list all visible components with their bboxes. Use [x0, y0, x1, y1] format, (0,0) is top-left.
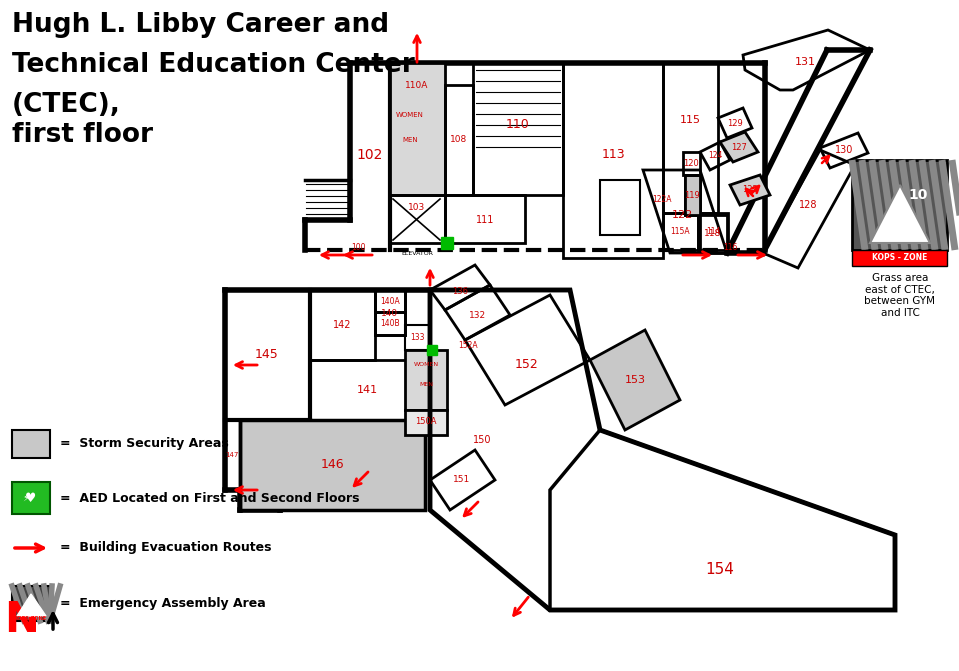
- Text: 103: 103: [409, 203, 426, 211]
- Bar: [600, 180, 640, 235]
- Text: 110: 110: [506, 119, 530, 132]
- Bar: [12, 430, 50, 458]
- Text: 127: 127: [731, 142, 747, 152]
- Bar: [698, 213, 728, 250]
- Text: =  AED Located on First and Second Floors: = AED Located on First and Second Floors: [60, 491, 360, 505]
- Text: 150A: 150A: [415, 417, 436, 427]
- Text: 119: 119: [684, 191, 700, 199]
- Text: 128: 128: [799, 200, 817, 210]
- Polygon shape: [730, 175, 770, 205]
- Bar: [310, 360, 425, 420]
- Text: 132: 132: [470, 311, 486, 319]
- Text: 102: 102: [357, 148, 384, 162]
- Bar: [405, 325, 430, 350]
- Text: 146: 146: [320, 458, 344, 472]
- Text: 122A: 122A: [652, 195, 671, 205]
- Text: ELEVATOR: ELEVATOR: [401, 251, 433, 256]
- Text: Technical Education Center: Technical Education Center: [12, 52, 414, 78]
- Text: 136: 136: [452, 287, 468, 297]
- Text: 108: 108: [451, 136, 468, 144]
- Text: KOPS - ZONE: KOPS - ZONE: [873, 254, 927, 262]
- Text: ⚡: ⚡: [23, 493, 30, 503]
- Text: WOMEN: WOMEN: [413, 362, 438, 368]
- Polygon shape: [870, 185, 930, 243]
- Text: 130: 130: [835, 145, 854, 155]
- Text: ♥: ♥: [25, 491, 36, 505]
- Bar: [663, 63, 718, 213]
- Bar: [375, 290, 405, 312]
- Bar: [12, 586, 50, 621]
- Text: 129: 129: [727, 119, 743, 127]
- Bar: [663, 213, 698, 250]
- Text: 140B: 140B: [380, 319, 400, 327]
- Text: 154: 154: [706, 562, 735, 578]
- Text: 110A: 110A: [406, 81, 429, 89]
- Text: N: N: [5, 599, 39, 641]
- Text: 152A: 152A: [458, 340, 478, 350]
- Text: 113: 113: [601, 148, 625, 162]
- Bar: [12, 482, 50, 514]
- Bar: [445, 195, 525, 243]
- Text: 115: 115: [680, 115, 700, 125]
- Bar: [852, 250, 947, 266]
- Bar: [563, 63, 663, 258]
- Text: 150: 150: [473, 435, 491, 445]
- Polygon shape: [17, 594, 46, 616]
- Polygon shape: [685, 175, 700, 215]
- Bar: [310, 290, 375, 360]
- Bar: [473, 63, 563, 195]
- Text: 153: 153: [624, 375, 645, 385]
- Text: (CTEC),: (CTEC),: [12, 92, 121, 118]
- Text: 140: 140: [382, 309, 399, 317]
- Polygon shape: [720, 132, 758, 162]
- Text: 120: 120: [683, 158, 699, 168]
- Bar: [405, 350, 447, 410]
- Text: 122: 122: [671, 210, 692, 220]
- Text: KOPS-ZONE: KOPS-ZONE: [15, 616, 47, 621]
- Text: MEN: MEN: [402, 137, 418, 143]
- Text: 147: 147: [225, 452, 239, 458]
- Text: 111: 111: [476, 215, 494, 225]
- Text: MEN: MEN: [419, 382, 433, 387]
- Text: first floor: first floor: [12, 122, 153, 148]
- Text: Grass area
east of CTEC,
between GYM
and ITC: Grass area east of CTEC, between GYM and…: [864, 273, 935, 318]
- Text: 124: 124: [708, 152, 722, 160]
- Text: Hugh L. Libby Career and: Hugh L. Libby Career and: [12, 12, 389, 38]
- Text: WOMEN: WOMEN: [396, 112, 424, 118]
- Bar: [390, 63, 445, 195]
- Bar: [375, 290, 405, 335]
- Text: 125: 125: [742, 185, 758, 195]
- Text: 140A: 140A: [380, 297, 400, 305]
- Text: 145: 145: [255, 348, 279, 362]
- Text: 10: 10: [908, 188, 928, 202]
- Text: 151: 151: [454, 476, 471, 484]
- Text: 116: 116: [723, 244, 737, 252]
- Bar: [240, 420, 425, 510]
- Text: 152: 152: [515, 358, 539, 372]
- Text: 115A: 115A: [670, 227, 690, 236]
- Text: 142: 142: [333, 320, 351, 330]
- Text: 133: 133: [409, 333, 424, 342]
- Text: 100: 100: [351, 244, 365, 252]
- Polygon shape: [590, 330, 680, 430]
- Text: =  Storm Security Areas: = Storm Security Areas: [60, 437, 229, 450]
- Text: =  Emergency Assembly Area: = Emergency Assembly Area: [60, 597, 266, 609]
- Text: 141: 141: [357, 385, 378, 395]
- Text: 114: 114: [706, 227, 720, 236]
- Bar: [375, 312, 405, 335]
- Bar: [390, 195, 445, 243]
- Bar: [852, 160, 947, 250]
- Text: =  Building Evacuation Routes: = Building Evacuation Routes: [60, 541, 271, 554]
- Text: 118: 118: [704, 229, 721, 238]
- Bar: [405, 410, 447, 435]
- Text: 131: 131: [794, 57, 815, 67]
- Bar: [445, 85, 473, 195]
